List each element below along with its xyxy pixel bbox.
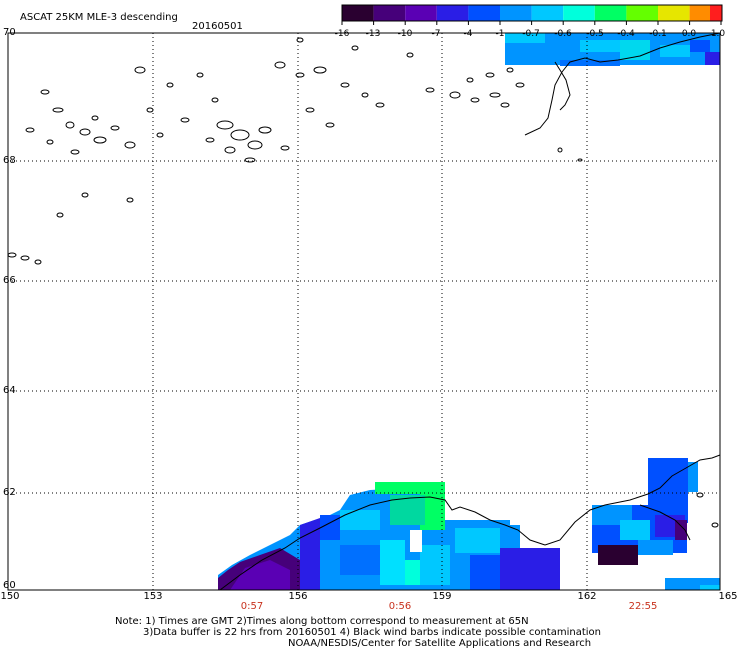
data-swath-bottom-main [218, 482, 560, 590]
lon-label: 153 [143, 591, 163, 602]
colorbar-label: -0.1 [649, 29, 667, 39]
data-swath-top [505, 33, 720, 66]
lat-label: 66 [3, 275, 16, 286]
plot-frame [7, 32, 721, 591]
colorbar-label: -0.6 [554, 29, 572, 39]
colorbar-label: -10 [397, 29, 413, 39]
colorbar-label: -0.7 [522, 29, 540, 39]
colorbar-label: -7 [431, 29, 441, 39]
pass-time-label: 22:55 [628, 601, 658, 612]
colorbar-label: -4 [463, 29, 473, 39]
colorbar-label: 0.0 [681, 29, 697, 39]
colorbar-label: -13 [365, 29, 381, 39]
colorbar-label: -0.4 [617, 29, 635, 39]
data-swath-bottom-right [592, 458, 720, 590]
colorbar-label: -0.5 [586, 29, 604, 39]
map-title: ASCAT 25KM MLE-3 descending [20, 12, 178, 23]
gridlines [8, 33, 720, 590]
credit-line: NOAA/NESDIS/Center for Satellite Applica… [288, 638, 592, 649]
colorbar [341, 4, 723, 22]
ice-contours [7, 37, 719, 528]
colorbar-label: -16 [334, 29, 350, 39]
lon-label: 159 [432, 591, 452, 602]
colorbar-label: -1 [495, 29, 505, 39]
lon-label: 156 [288, 591, 308, 602]
lat-label: 64 [3, 385, 16, 396]
lat-label: 62 [3, 487, 16, 498]
lon-label: 162 [577, 591, 597, 602]
lat-label: 60 [3, 580, 16, 591]
lat-label: 68 [3, 155, 16, 166]
pass-time-label: 0:56 [388, 601, 412, 612]
coastline [219, 32, 721, 591]
note-line-1: Note: 1) Times are GMT 2)Times along bot… [115, 616, 529, 627]
pass-time-label: 0:57 [240, 601, 264, 612]
lat-label: 70 [3, 27, 16, 38]
map-date: 20160501 [192, 21, 243, 32]
lon-label: 165 [718, 591, 738, 602]
lon-label: 150 [0, 591, 20, 602]
colorbar-label: 1.0 [710, 29, 726, 39]
note-line-2: 3)Data buffer is 22 hrs from 20160501 4)… [143, 627, 601, 638]
